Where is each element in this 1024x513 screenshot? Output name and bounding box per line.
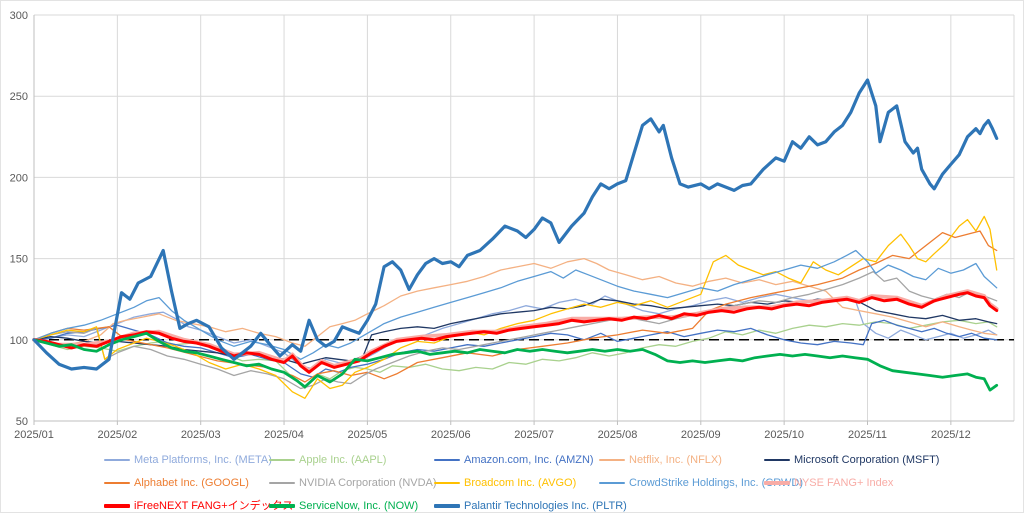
legend-item-avgo: Broadcom Inc. (AVGO) — [434, 476, 576, 490]
legend-item-crwd: CrowdStrike Holdings, Inc. (CRWD) — [599, 476, 803, 490]
x-axis-tick-label: 2025/09 — [681, 429, 721, 441]
legend-swatch-nvda — [269, 482, 295, 484]
x-axis-tick-label: 2025/03 — [181, 429, 221, 441]
legend-swatch-msft — [764, 459, 790, 461]
legend-label: ServiceNow, Inc. (NOW) — [299, 500, 419, 512]
x-axis-tick-label: 2025/08 — [598, 429, 638, 441]
legend-swatch-nyse-fang — [764, 481, 790, 485]
legend-item-now: ServiceNow, Inc. (NOW) — [269, 499, 419, 512]
legend-label: Palantir Technologies Inc. (PLTR) — [464, 500, 627, 512]
legend-label: Netflix, Inc. (NFLX) — [629, 454, 722, 466]
x-axis-tick-label: 2025/02 — [97, 429, 137, 441]
legend-swatch-now — [269, 504, 295, 508]
legend-label: Alphabet Inc. (GOOGL) — [134, 477, 249, 489]
x-axis-tick-label: 2025/04 — [264, 429, 304, 441]
legend-swatch-amzn — [434, 459, 460, 461]
x-axis-tick-label: 2025/07 — [514, 429, 554, 441]
legend-label: Microsoft Corporation (MSFT) — [794, 454, 940, 466]
y-axis-tick-label: 200 — [10, 172, 28, 184]
legend-swatch-avgo — [434, 482, 460, 484]
series-line — [33, 257, 998, 347]
y-axis-tick-label: 250 — [10, 91, 28, 103]
legend-swatch-googl — [104, 482, 130, 484]
x-axis-tick-label: 2025/05 — [348, 429, 388, 441]
legend-item-msft: Microsoft Corporation (MSFT) — [764, 453, 939, 467]
y-axis-tick-label: 150 — [10, 254, 28, 266]
x-axis-tick-label: 2025/01 — [14, 429, 54, 441]
legend-label: NYSE FANG+ Index — [794, 477, 894, 489]
x-axis-tick-label: 2025/06 — [431, 429, 471, 441]
series-line — [32, 331, 999, 392]
legend-item-nyse-fang: NYSE FANG+ Index — [764, 476, 893, 490]
series-line — [33, 230, 998, 383]
legend-item-nflx: Netflix, Inc. (NFLX) — [599, 453, 722, 467]
series-line — [33, 215, 998, 399]
x-axis-tick-label: 2025/11 — [848, 429, 887, 441]
legend-item-googl: Alphabet Inc. (GOOGL) — [104, 476, 249, 490]
y-axis-tick-label: 300 — [10, 10, 28, 22]
legend-swatch-aapl — [269, 459, 295, 461]
legend-swatch-nflx — [599, 459, 625, 461]
legend-label: CrowdStrike Holdings, Inc. (CRWD) — [629, 477, 804, 489]
legend-item-pltr: Palantir Technologies Inc. (PLTR) — [434, 499, 627, 512]
series-line — [33, 296, 998, 365]
y-axis-tick-label: 50 — [16, 416, 28, 428]
legend-swatch-pltr — [434, 504, 460, 508]
x-axis-tick-label: 2025/12 — [931, 429, 971, 441]
x-axis-tick-label: 2025/10 — [764, 429, 804, 441]
series-line — [33, 319, 998, 378]
legend-label: Apple Inc. (AAPL) — [299, 454, 387, 466]
legend-swatch-ifreenext — [104, 504, 130, 508]
series-line — [33, 270, 998, 390]
legend-swatch-crwd — [599, 482, 625, 484]
legend-item-aapl: Apple Inc. (AAPL) — [269, 453, 386, 467]
legend-label: Meta Platforms, Inc. (META) — [134, 454, 272, 466]
legend-label: NVIDIA Corporation (NVDA) — [299, 477, 437, 489]
series-line — [32, 291, 999, 374]
y-axis-tick-label: 100 — [10, 335, 28, 347]
legend-label: Broadcom Inc. (AVGO) — [464, 477, 577, 489]
series-line — [32, 78, 999, 371]
legend-label: Amazon.com, Inc. (AMZN) — [464, 454, 594, 466]
series-line — [33, 249, 998, 360]
legend-item-amzn: Amazon.com, Inc. (AMZN) — [434, 453, 594, 467]
legend-label: iFreeNEXT FANG+インデックス — [134, 500, 294, 512]
legend-item-nvda: NVIDIA Corporation (NVDA) — [269, 476, 437, 490]
legend-item-ifreenext: iFreeNEXT FANG+インデックス — [104, 499, 294, 512]
legend-swatch-meta — [104, 459, 130, 461]
performance-line-chart: 50 100 150 200 250 300 2025/01 2025/02 2025/03 20… — [10, 10, 1015, 441]
legend-item-meta: Meta Platforms, Inc. (META) — [104, 453, 272, 467]
